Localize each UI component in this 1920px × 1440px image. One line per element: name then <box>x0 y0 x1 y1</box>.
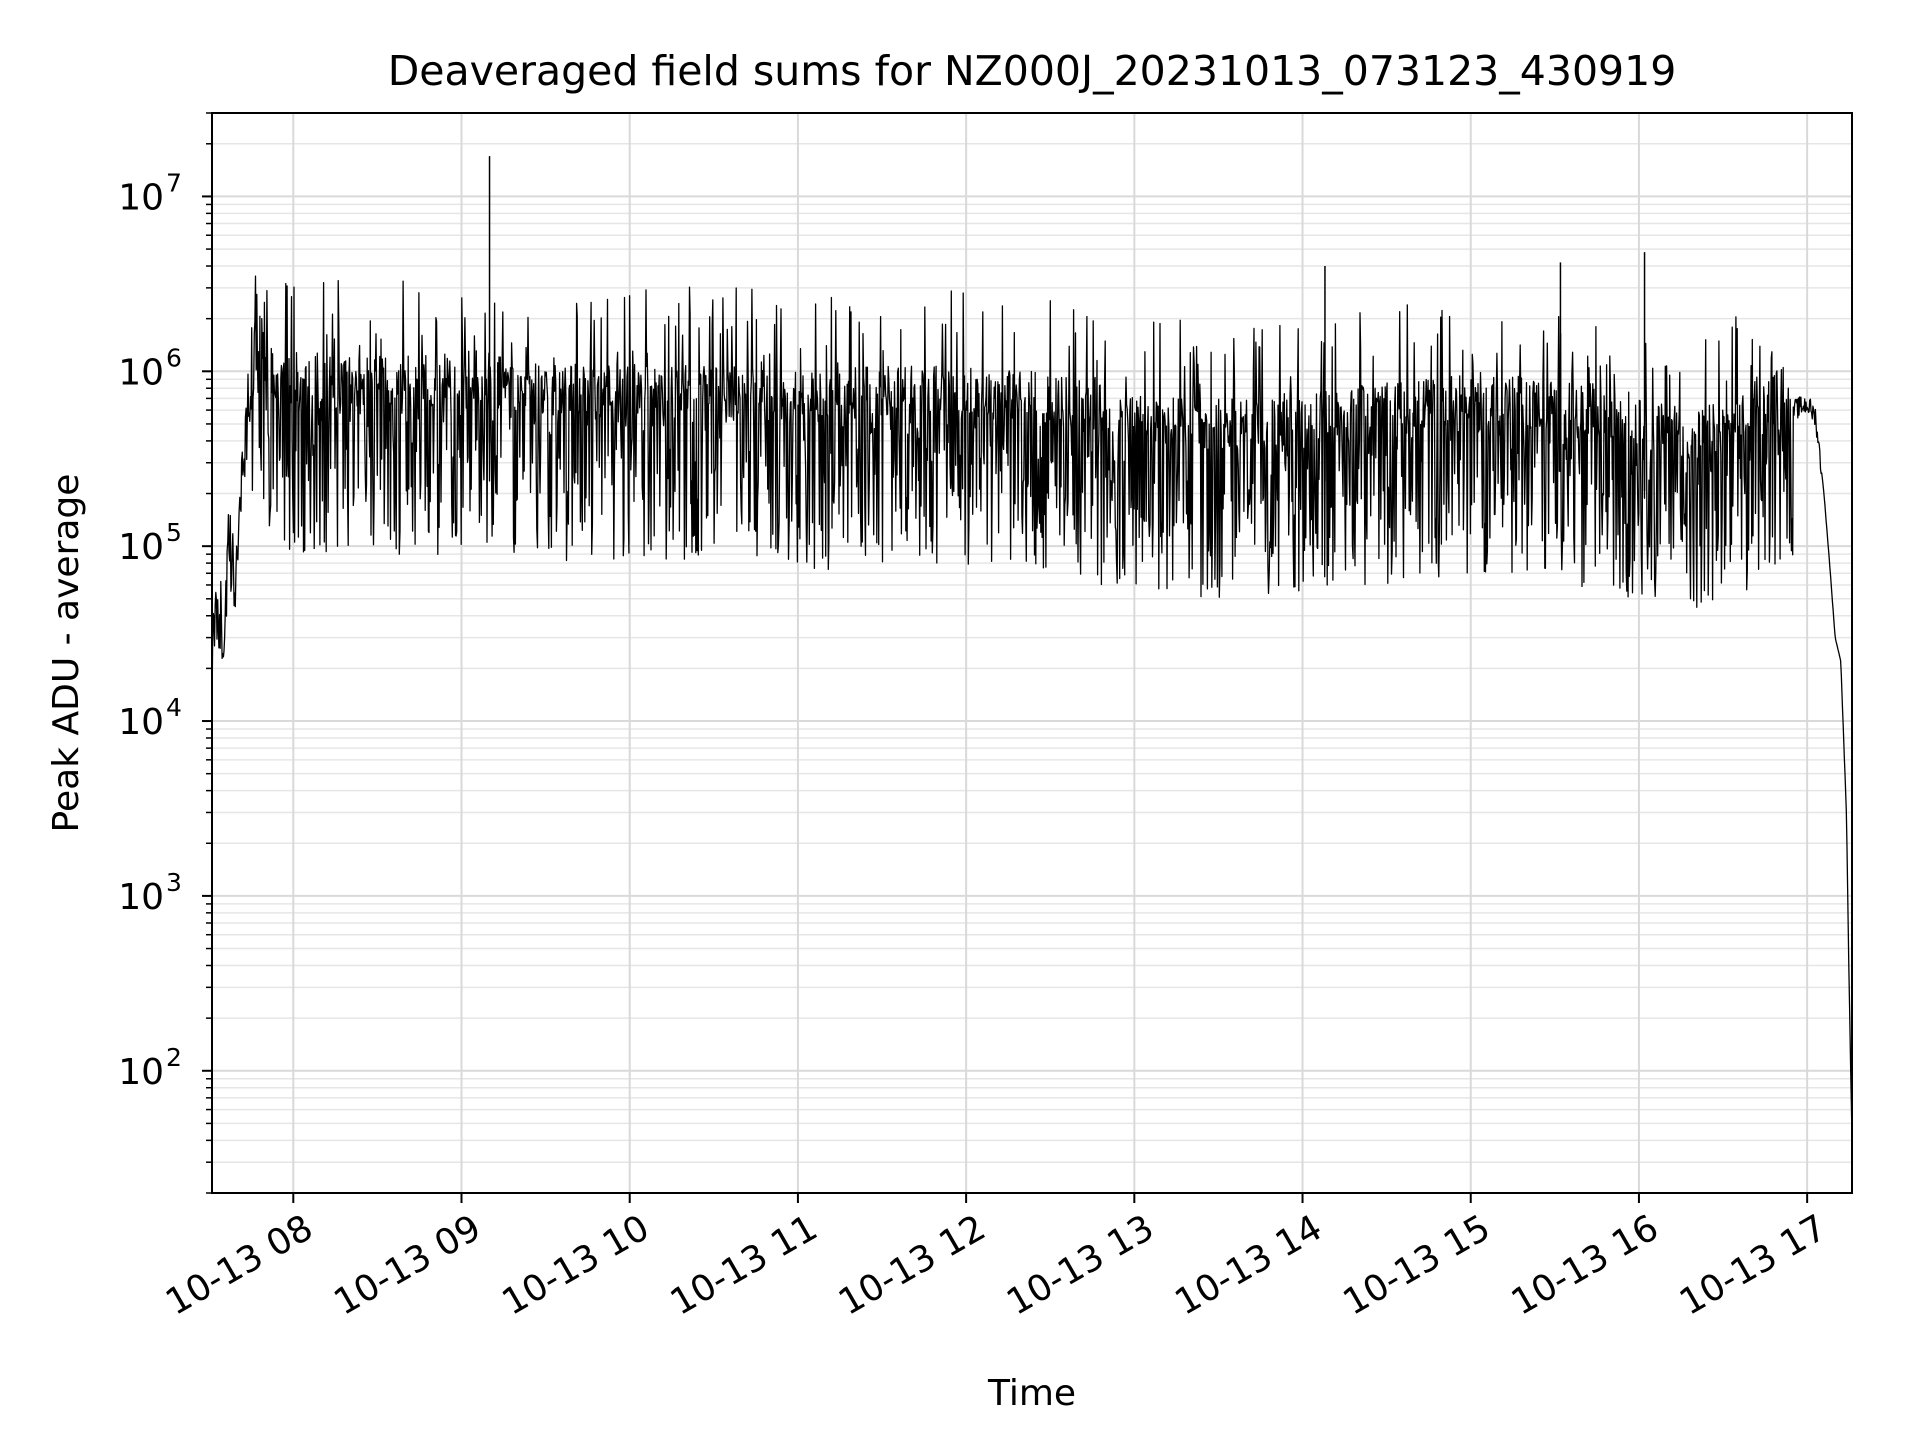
y-tick-label: 10 <box>118 177 164 218</box>
y-tick-label: 10 <box>118 352 164 393</box>
y-tick-label: 10 <box>118 527 164 568</box>
chart-title: Deaveraged field sums for NZ000J_2023101… <box>388 47 1677 95</box>
y-tick-exponent: 5 <box>166 518 182 547</box>
y-tick-label: 10 <box>118 1052 164 1093</box>
y-tick-exponent: 6 <box>166 343 182 372</box>
y-tick-label: 10 <box>118 702 164 743</box>
y-tick-exponent: 7 <box>166 168 182 197</box>
plot-frame <box>211 112 1853 1194</box>
y-tick-label: 10 <box>118 877 164 918</box>
y-tick-exponent: 3 <box>166 868 182 897</box>
series-line <box>211 275 1853 1141</box>
y-tick-exponent: 4 <box>166 693 182 722</box>
y-tick-exponent: 2 <box>166 1043 182 1072</box>
plot-area <box>211 156 1853 1141</box>
y-axis-label: Peak ADU - average <box>46 474 87 833</box>
x-axis-label: Time <box>987 1373 1076 1414</box>
